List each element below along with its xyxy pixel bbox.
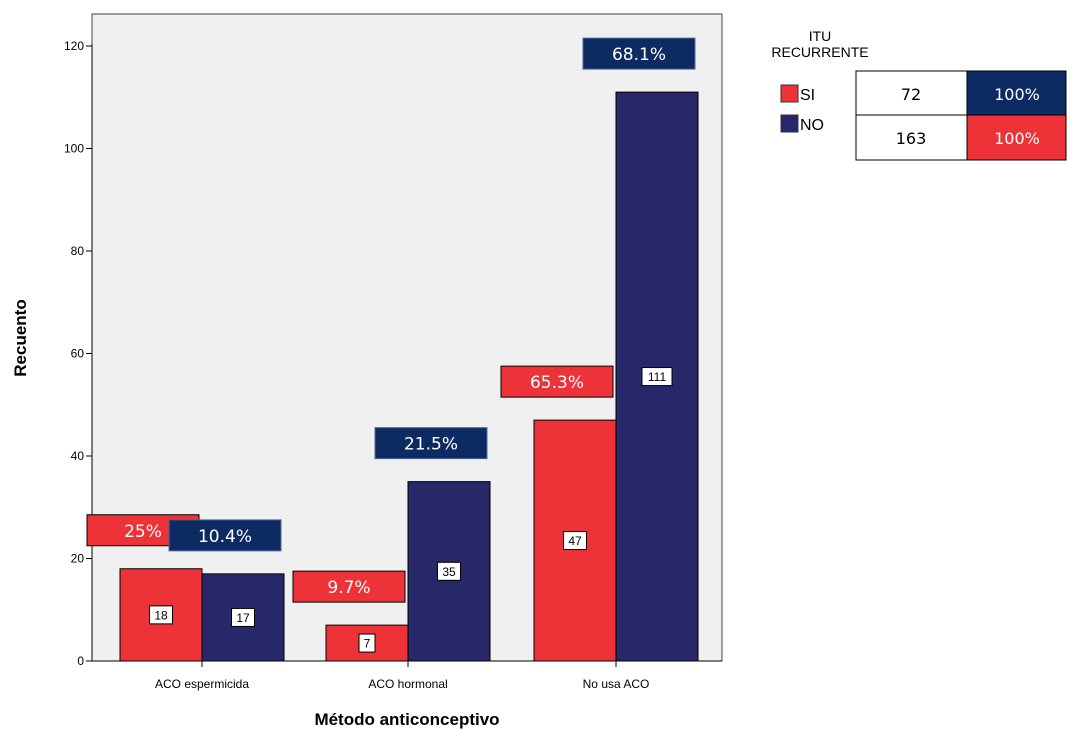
legend-total-cell-si bbox=[855, 70, 968, 116]
percent-label-box bbox=[500, 365, 614, 398]
legend-swatch-no bbox=[780, 114, 799, 133]
value-label-box bbox=[149, 605, 173, 625]
percent-label: 9.7% bbox=[327, 578, 370, 598]
x-tick-label: ACO hormonal bbox=[368, 677, 447, 691]
legend-swatch-si bbox=[780, 84, 799, 103]
legend-label-no: NO bbox=[800, 117, 824, 134]
percent-label: 68.1% bbox=[612, 45, 666, 65]
legend-label-si: SI bbox=[800, 87, 815, 104]
value-label-box bbox=[231, 607, 255, 627]
value-label: 47 bbox=[568, 534, 582, 548]
legend-title-line-2: RECURRENTE bbox=[771, 44, 868, 60]
percent-label: 65.3% bbox=[530, 373, 584, 393]
value-label: 18 bbox=[154, 608, 168, 622]
value-label: 7 bbox=[364, 637, 371, 651]
legend-total-no: 163 bbox=[896, 129, 927, 148]
x-tick-label: No usa ACO bbox=[583, 677, 650, 691]
percent-label: 10.4% bbox=[198, 527, 252, 547]
percent-label-box bbox=[582, 37, 696, 70]
percent-label-box bbox=[374, 427, 488, 460]
percent-label-box bbox=[168, 519, 282, 552]
y-tick-label: 100 bbox=[64, 142, 84, 156]
percent-label-box bbox=[292, 570, 406, 603]
legend-total-cell-no bbox=[855, 114, 968, 161]
legend-percent-cell-si bbox=[966, 70, 1067, 116]
x-axis-title: Método anticonceptivo bbox=[314, 710, 499, 729]
bar-si bbox=[325, 624, 409, 662]
legend-table: 72 100% 163 100% bbox=[855, 70, 1067, 161]
y-tick-label: 120 bbox=[64, 39, 84, 53]
y-tick-label: 0 bbox=[77, 654, 84, 668]
legend-percent-si: 100% bbox=[994, 85, 1040, 104]
percent-label: 25% bbox=[124, 522, 162, 542]
value-label-box bbox=[358, 633, 376, 653]
legend: ITU RECURRENTE SI NO 72 100% 163 100% bbox=[771, 28, 1067, 161]
y-tick-label: 20 bbox=[71, 552, 85, 566]
y-axis: 0 20 40 60 80 100 120 bbox=[64, 39, 93, 668]
value-label: 111 bbox=[648, 370, 667, 384]
y-axis-title: Recuento bbox=[11, 299, 30, 376]
x-tick-label: ACO espermicida bbox=[155, 677, 249, 691]
value-label-box bbox=[563, 531, 587, 551]
y-tick-label: 80 bbox=[71, 244, 85, 258]
y-tick-label: 60 bbox=[71, 347, 85, 361]
value-label-box bbox=[641, 367, 673, 387]
value-label-box bbox=[437, 561, 461, 581]
value-label: 17 bbox=[236, 611, 250, 625]
legend-title-line-1: ITU bbox=[809, 28, 832, 44]
legend-total-si: 72 bbox=[901, 85, 921, 104]
y-tick-label: 40 bbox=[71, 449, 85, 463]
data-labels: 18 25% 7 9.7% 47 65.3% 17 10.4% 35 21.5% 111 68.1% bbox=[86, 37, 696, 653]
percent-label: 21.5% bbox=[404, 435, 458, 455]
x-axis: ACO espermicida ACO hormonal No usa ACO bbox=[92, 660, 722, 691]
legend-percent-cell-no bbox=[966, 114, 1067, 161]
legend-percent-no: 100% bbox=[994, 129, 1040, 148]
value-label: 35 bbox=[442, 565, 456, 579]
